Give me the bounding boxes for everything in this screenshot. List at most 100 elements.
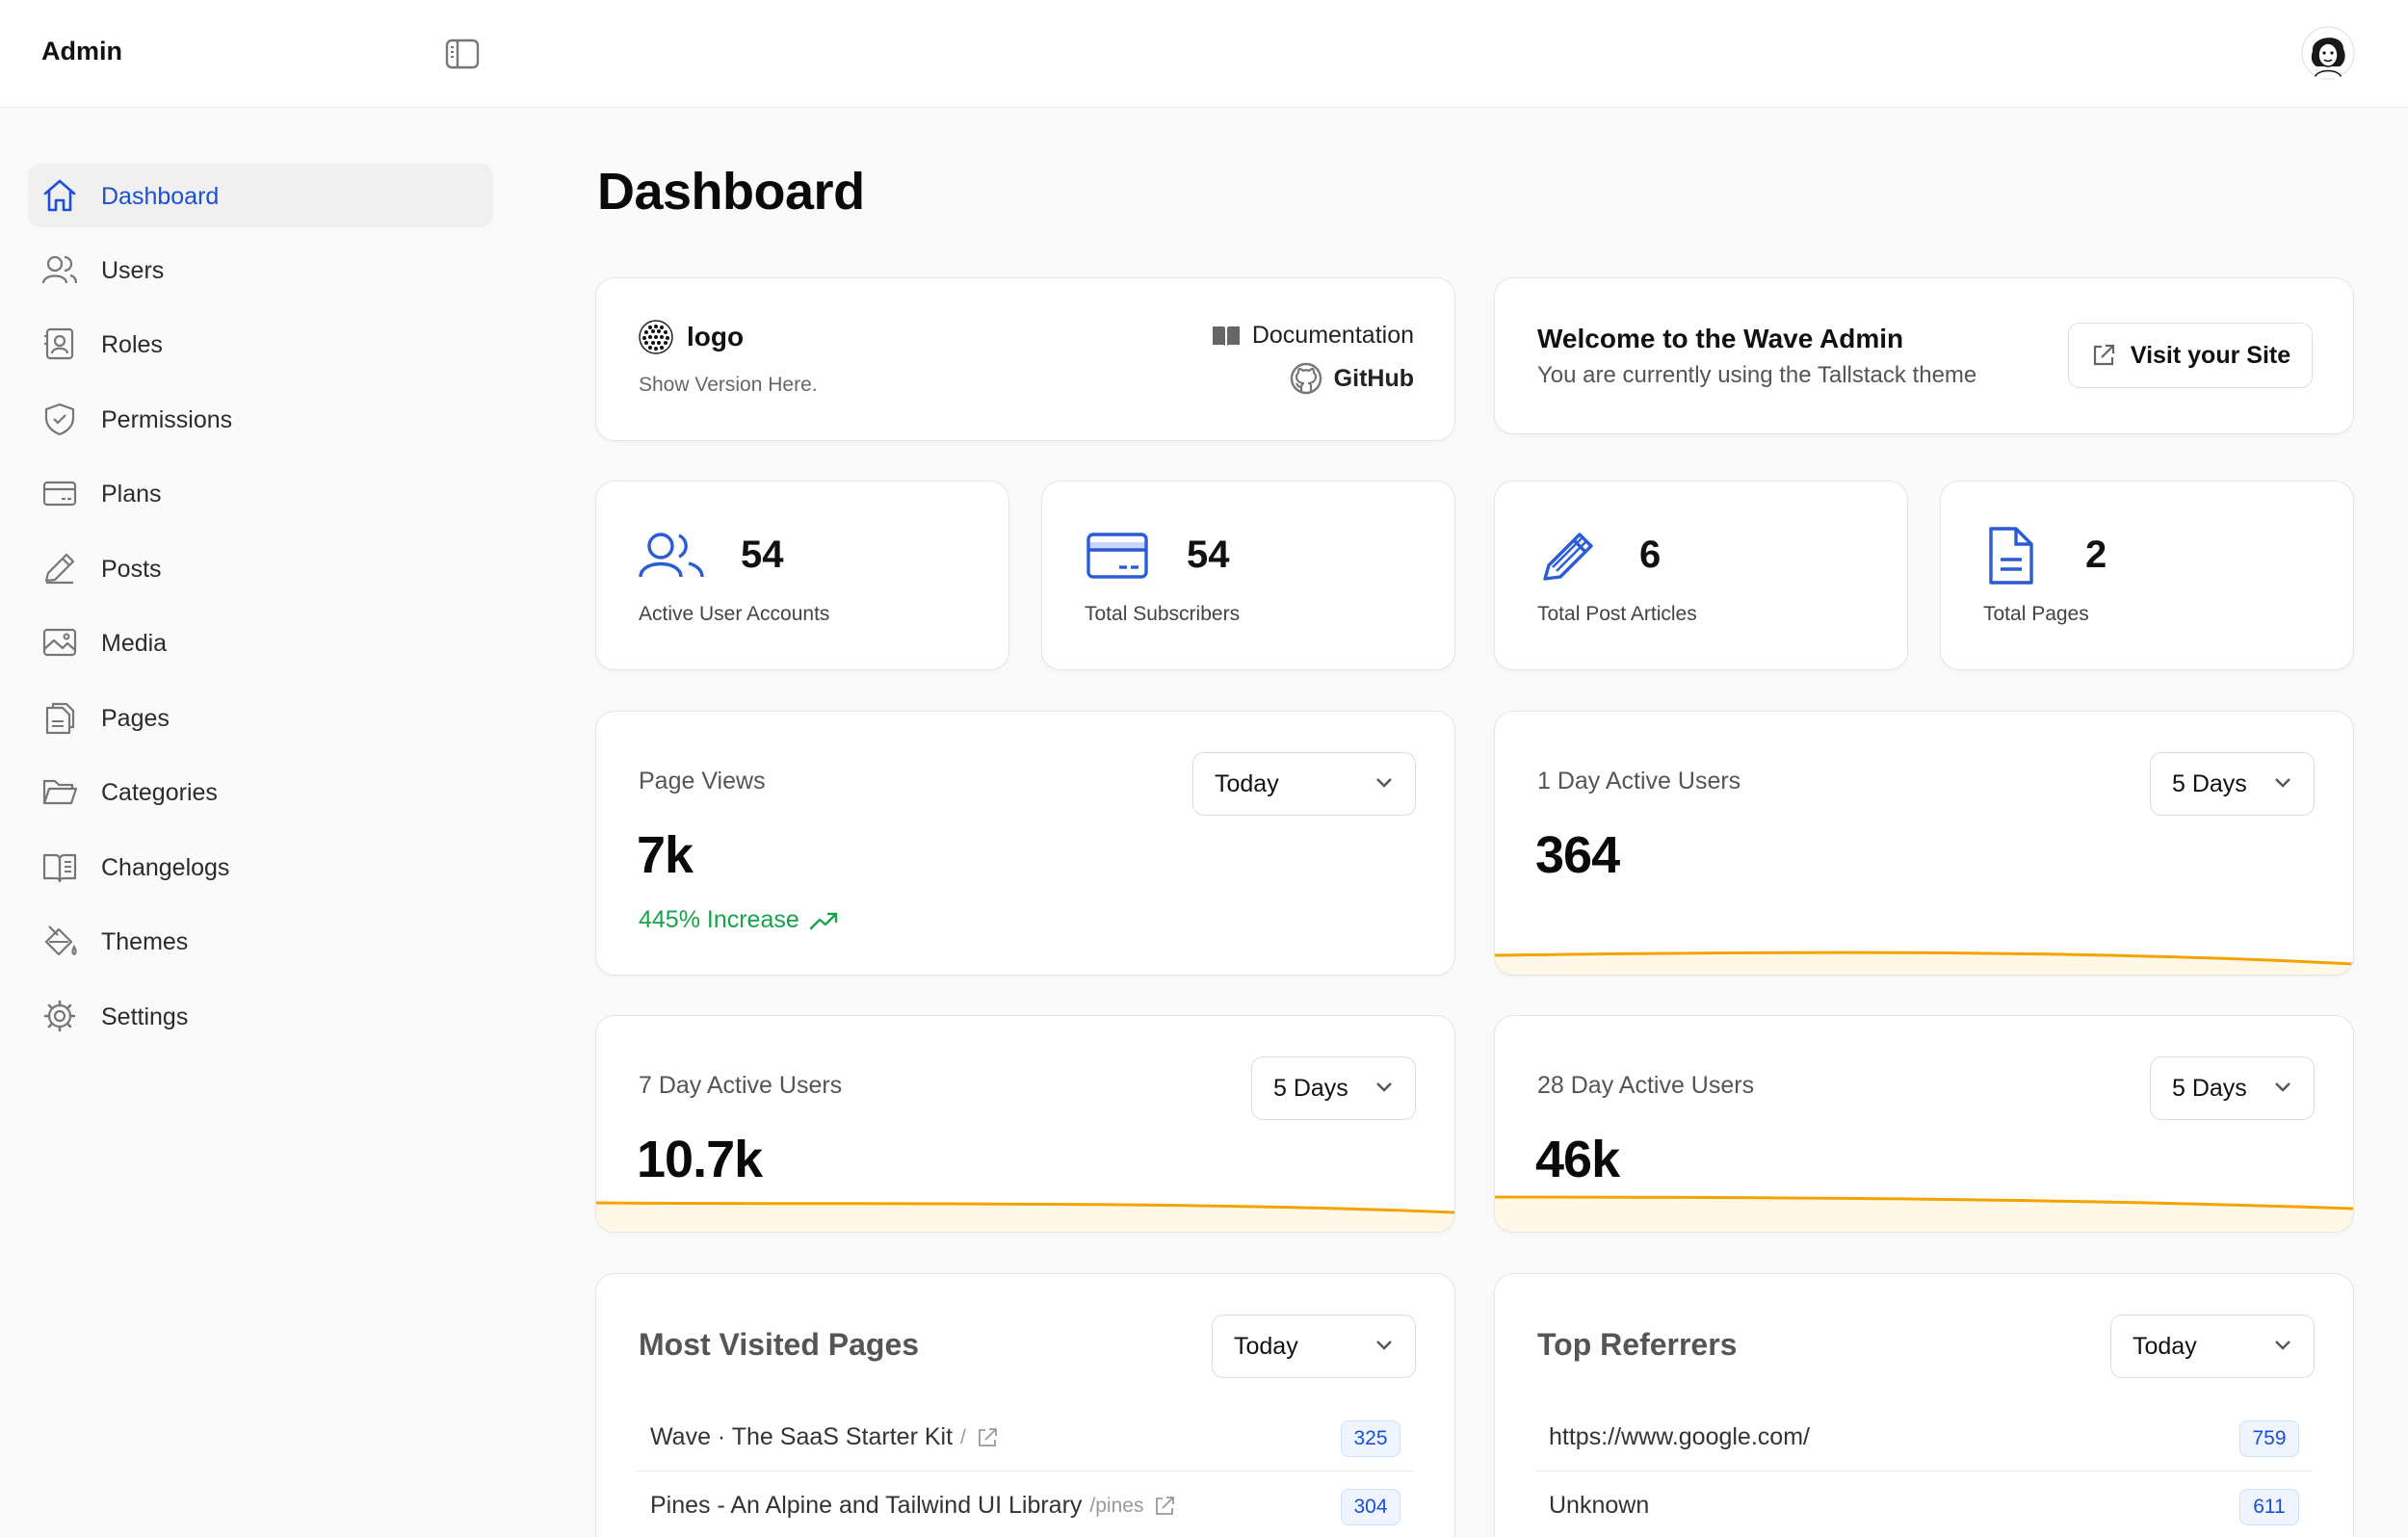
chevron-down-icon xyxy=(1374,776,1394,790)
top-referrers-range-select[interactable]: Today xyxy=(2110,1315,2315,1378)
metric-change: 445% Increase xyxy=(639,906,840,934)
version-text: Show Version Here. xyxy=(639,374,818,396)
sidebar-item-permissions[interactable]: Permissions xyxy=(28,387,493,451)
referrer-text: https://www.google.com/ xyxy=(1549,1423,1810,1450)
sidebar-item-themes[interactable]: Themes xyxy=(28,909,493,973)
sidebar-item-changelogs[interactable]: Changelogs xyxy=(28,835,493,899)
day1-range-select[interactable]: 5 Days xyxy=(2150,752,2315,816)
count-badge: 304 xyxy=(1341,1489,1400,1525)
external-link-icon[interactable] xyxy=(1153,1495,1176,1518)
list-item[interactable]: Unknown 611 xyxy=(1535,1472,2313,1537)
sidebar-item-label: Dashboard xyxy=(101,183,220,210)
github-link[interactable]: GitHub xyxy=(1290,362,1414,395)
github-icon xyxy=(1290,362,1334,395)
external-link-icon[interactable] xyxy=(976,1426,999,1449)
sidebar-item-label: Posts xyxy=(101,556,162,583)
sidebar-item-users[interactable]: Users xyxy=(28,238,493,301)
metric-value: 10.7k xyxy=(637,1131,763,1188)
logo-row: logo xyxy=(639,320,744,354)
stat-label: Total Pages xyxy=(1983,603,2089,625)
list-item[interactable]: Wave · The SaaS Starter Kit / 325 xyxy=(637,1404,1414,1472)
document-icon xyxy=(1981,527,2051,585)
select-value: Today xyxy=(2133,1332,2197,1360)
sidebar-item-label: Permissions xyxy=(101,406,233,433)
external-link-icon xyxy=(2090,342,2131,369)
shield-icon xyxy=(41,402,78,436)
metric-value: 364 xyxy=(1535,826,1620,884)
most-visited-range-select[interactable]: Today xyxy=(1212,1315,1416,1378)
sidebar-item-label: Categories xyxy=(101,779,218,806)
visit-site-button[interactable]: Visit your Site xyxy=(2068,323,2313,388)
sidebar-item-media[interactable]: Media xyxy=(28,611,493,674)
list-item[interactable]: Pines - An Alpine and Tailwind UI Librar… xyxy=(637,1472,1414,1537)
stat-value: 6 xyxy=(1639,534,1662,576)
gear-icon xyxy=(41,999,78,1033)
trending-up-icon xyxy=(799,910,840,931)
list-title: Top Referrers xyxy=(1537,1327,1738,1362)
day1-active-users-card: 1 Day Active Users 364 5 Days xyxy=(1494,711,2354,976)
list-item[interactable]: https://www.google.com/ 759 xyxy=(1535,1404,2313,1472)
credit-card-icon xyxy=(1083,527,1152,585)
logo-icon xyxy=(639,320,673,354)
pencil-icon xyxy=(1535,527,1605,585)
sidebar-item-label: Pages xyxy=(101,705,170,732)
page-title-text: Wave · The SaaS Starter Kit xyxy=(650,1423,954,1450)
sidebar-item-settings[interactable]: Settings xyxy=(28,984,493,1048)
stat-value: 54 xyxy=(1187,534,1230,576)
metric-label: Page Views xyxy=(639,768,766,795)
stat-value: 2 xyxy=(2085,534,2107,576)
sidebar-item-roles[interactable]: Roles xyxy=(28,312,493,376)
stat-card: 2 Total Pages xyxy=(1940,481,2354,670)
count-badge: 611 xyxy=(2239,1489,2299,1525)
chevron-down-icon xyxy=(1374,1081,1394,1094)
day7-range-select[interactable]: 5 Days xyxy=(1251,1056,1416,1120)
metric-label: 1 Day Active Users xyxy=(1537,768,1741,795)
book-icon xyxy=(1212,325,1252,348)
user-avatar[interactable] xyxy=(2301,26,2355,80)
metric-value: 7k xyxy=(637,826,694,884)
select-value: 5 Days xyxy=(2172,769,2247,797)
sidebar-item-label: Media xyxy=(101,630,168,657)
id-card-icon xyxy=(41,326,78,361)
sidebar-item-pages[interactable]: Pages xyxy=(28,686,493,749)
count-badge: 325 xyxy=(1341,1420,1400,1457)
sidebar-item-dashboard[interactable]: Dashboard xyxy=(28,164,493,227)
top-header: Admin xyxy=(0,0,2408,108)
documentation-label: Documentation xyxy=(1251,322,1414,349)
sidebar-item-plans[interactable]: Plans xyxy=(28,461,493,525)
sidebar-toggle-icon[interactable] xyxy=(445,39,480,69)
sparkline xyxy=(596,1201,1454,1232)
count-badge: 759 xyxy=(2239,1420,2299,1457)
sidebar-item-label: Roles xyxy=(101,331,163,358)
list-title: Most Visited Pages xyxy=(639,1327,920,1362)
welcome-subtitle: You are currently using the Tallstack th… xyxy=(1537,362,1977,388)
stat-card: 6 Total Post Articles xyxy=(1494,481,1908,670)
stat-label: Total Post Articles xyxy=(1537,603,1697,625)
credit-card-icon xyxy=(41,476,78,510)
documentation-link[interactable]: Documentation xyxy=(1212,322,1414,350)
day28-range-select[interactable]: 5 Days xyxy=(2150,1056,2315,1120)
users-icon xyxy=(637,527,706,585)
logo-card: logo Show Version Here. Documentation Gi… xyxy=(595,277,1455,441)
sidebar-item-posts[interactable]: Posts xyxy=(28,536,493,600)
page-path: / xyxy=(960,1425,966,1448)
folder-icon xyxy=(41,774,78,809)
stat-label: Total Subscribers xyxy=(1085,603,1241,625)
chevron-down-icon xyxy=(2273,776,2292,790)
select-value: Today xyxy=(1234,1332,1298,1360)
top-referrers-card: Top Referrers Today https://www.google.c… xyxy=(1494,1273,2354,1537)
sidebar-item-label: Settings xyxy=(101,1003,189,1030)
visit-site-label: Visit your Site xyxy=(2130,341,2291,369)
home-icon xyxy=(41,178,78,213)
sparkline xyxy=(1495,1195,2353,1232)
sidebar-item-categories[interactable]: Categories xyxy=(28,760,493,823)
most-visited-pages-card: Most Visited Pages Today Wave · The SaaS… xyxy=(595,1273,1455,1537)
stat-value: 54 xyxy=(741,534,784,576)
sidebar-item-label: Themes xyxy=(101,928,189,955)
stat-card: 54 Active User Accounts xyxy=(595,481,1009,670)
page-views-range-select[interactable]: Today xyxy=(1192,752,1416,816)
paint-bucket-icon xyxy=(41,924,78,958)
select-value: 5 Days xyxy=(1273,1074,1348,1102)
welcome-title: Welcome to the Wave Admin xyxy=(1537,324,1904,353)
select-value: Today xyxy=(1215,769,1279,797)
